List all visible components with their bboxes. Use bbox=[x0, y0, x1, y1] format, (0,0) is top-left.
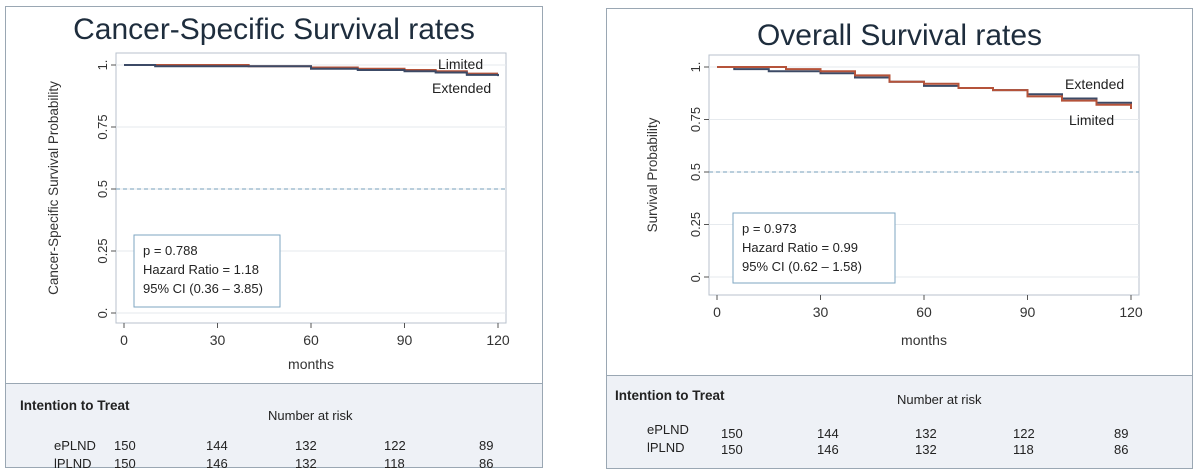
risk-cell: 150 bbox=[721, 442, 743, 457]
risk-table: Intention to Treat Number at risk ePLND … bbox=[607, 375, 1192, 468]
risk-cell: 89 bbox=[1114, 426, 1129, 441]
risk-cell: 132 bbox=[295, 456, 317, 471]
stats-box bbox=[732, 212, 896, 284]
risk-cell: 86 bbox=[479, 456, 494, 471]
risk-row-label: lPLND bbox=[647, 440, 685, 455]
x-tick-label: 0 bbox=[713, 304, 721, 320]
risk-cell: 118 bbox=[1013, 442, 1034, 457]
y-tick-label: 0.75 bbox=[95, 114, 110, 139]
risk-row-label: ePLND bbox=[54, 438, 96, 453]
km-plot-overall: 0. 0.25 0.5 0.75 1. 0 30 60 90 120 months Survival … bbox=[645, 54, 1143, 348]
stats-line: Hazard Ratio = 1.18 bbox=[143, 262, 259, 277]
risk-table-subheading: Number at risk bbox=[897, 392, 982, 407]
risk-cell: 132 bbox=[915, 426, 937, 441]
y-tick-label: 0.25 bbox=[95, 238, 110, 263]
stats-line: 95% CI (0.36 – 3.85) bbox=[143, 281, 263, 296]
km-plot-cancer-specific: 0. 0.25 0.5 0.75 1. 0 30 60 90 120 months Cancer-Sp… bbox=[46, 52, 510, 372]
x-tick-label: 30 bbox=[813, 304, 829, 320]
y-tick-label: 0.5 bbox=[688, 163, 703, 181]
cancer-specific-survival-panel: Cancer-Specific Survival rates 0. 0.25 0.5… bbox=[5, 6, 543, 471]
risk-cell: 150 bbox=[721, 426, 743, 441]
risk-table-heading: Intention to Treat bbox=[20, 398, 130, 413]
stats-box bbox=[133, 234, 281, 308]
risk-cell: 122 bbox=[1013, 426, 1035, 441]
y-tick-label: 0.5 bbox=[95, 180, 110, 198]
series-label: Limited bbox=[438, 56, 483, 72]
stats-line: p = 0.788 bbox=[143, 243, 198, 258]
stats-line: p = 0.973 bbox=[742, 221, 797, 236]
risk-cell: 118 bbox=[384, 456, 405, 471]
x-tick-label: 90 bbox=[1020, 304, 1036, 320]
risk-table-heading: Intention to Treat bbox=[615, 388, 725, 403]
y-tick-label: 0.25 bbox=[688, 212, 703, 237]
chart-title: Cancer-Specific Survival rates bbox=[73, 13, 475, 46]
y-axis-label: Survival Probability bbox=[645, 117, 660, 232]
x-axis-label: months bbox=[288, 356, 334, 372]
y-axis-label: Cancer-Specific Survival Probability bbox=[46, 81, 61, 295]
risk-cell: 150 bbox=[114, 456, 136, 471]
risk-cell: 144 bbox=[817, 426, 839, 441]
x-tick-label: 120 bbox=[1119, 304, 1143, 320]
series-label: Extended bbox=[1065, 76, 1124, 92]
stats-line: Hazard Ratio = 0.99 bbox=[742, 240, 858, 255]
risk-row-label: ePLND bbox=[647, 422, 689, 437]
risk-cell: 150 bbox=[114, 438, 136, 453]
x-tick-label: 120 bbox=[486, 332, 510, 348]
risk-cell: 89 bbox=[479, 438, 494, 453]
x-tick-label: 0 bbox=[120, 332, 128, 348]
y-tick-label: 0.75 bbox=[688, 107, 703, 132]
survival-curve-limited bbox=[717, 66, 1132, 109]
x-tick-label: 60 bbox=[916, 304, 932, 320]
x-tick-label: 90 bbox=[397, 332, 413, 348]
risk-cell: 122 bbox=[384, 438, 406, 453]
risk-cell: 86 bbox=[1114, 442, 1129, 457]
overall-survival-panel: Overall Survival rates 0. 0.25 0.5 0.75 1. 0 3… bbox=[606, 8, 1193, 469]
chart-title: Overall Survival rates bbox=[756, 19, 1043, 52]
risk-row-label: lPLND bbox=[54, 456, 92, 471]
y-tick-label: 0. bbox=[95, 308, 110, 319]
survival-curve-extended bbox=[124, 64, 499, 77]
y-tick-label: 1. bbox=[95, 60, 110, 71]
risk-cell: 144 bbox=[206, 438, 228, 453]
y-tick-label: 0. bbox=[688, 272, 703, 283]
x-tick-label: 30 bbox=[210, 332, 226, 348]
risk-cell: 132 bbox=[915, 442, 937, 457]
x-tick-label: 60 bbox=[303, 332, 319, 348]
risk-table-subheading: Number at risk bbox=[268, 408, 353, 423]
x-axis-label: months bbox=[901, 332, 947, 348]
stats-line: 95% CI (0.62 – 1.58) bbox=[742, 259, 862, 274]
series-label: Extended bbox=[432, 80, 491, 96]
y-tick-label: 1. bbox=[688, 62, 703, 73]
risk-cell: 146 bbox=[206, 456, 228, 471]
risk-cell: 146 bbox=[817, 442, 839, 457]
series-label: Limited bbox=[1069, 112, 1114, 128]
risk-table: Intention to Treat Number at risk ePLND … bbox=[6, 383, 542, 471]
risk-cell: 132 bbox=[295, 438, 317, 453]
